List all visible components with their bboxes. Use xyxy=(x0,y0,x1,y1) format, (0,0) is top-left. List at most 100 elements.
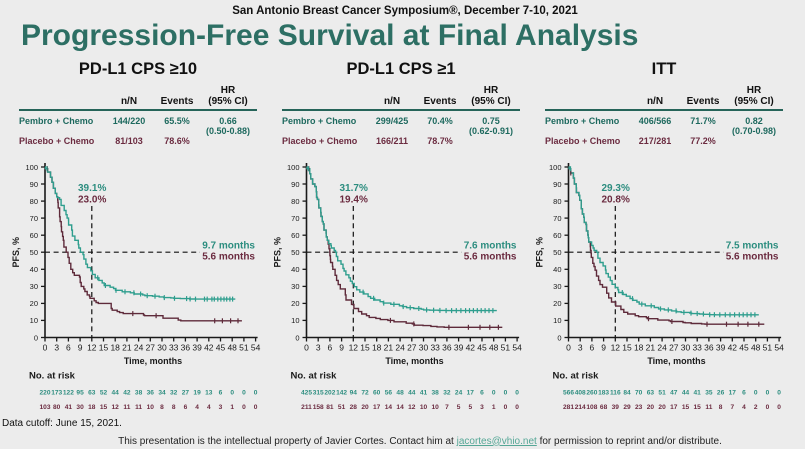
svg-text:116: 116 xyxy=(610,390,621,397)
svg-text:18: 18 xyxy=(634,343,644,353)
svg-text:0: 0 xyxy=(766,390,770,397)
svg-text:47: 47 xyxy=(670,390,678,397)
svg-text:60: 60 xyxy=(291,231,299,240)
svg-text:100: 100 xyxy=(549,163,562,172)
svg-text:0: 0 xyxy=(515,404,519,411)
svg-text:0: 0 xyxy=(492,390,496,397)
svg-text:39.1%: 39.1% xyxy=(78,183,106,194)
svg-text:70: 70 xyxy=(635,390,643,397)
svg-text:8: 8 xyxy=(172,404,176,411)
svg-text:13: 13 xyxy=(205,390,213,397)
svg-text:44: 44 xyxy=(112,390,120,397)
svg-text:17: 17 xyxy=(373,404,381,411)
svg-text:4: 4 xyxy=(207,404,211,411)
svg-text:28: 28 xyxy=(350,404,358,411)
svg-text:3: 3 xyxy=(316,343,321,353)
svg-text:70: 70 xyxy=(291,214,299,223)
svg-text:41: 41 xyxy=(694,390,702,397)
svg-text:211: 211 xyxy=(301,404,312,411)
svg-text:0: 0 xyxy=(566,343,571,353)
svg-text:42: 42 xyxy=(204,343,214,353)
svg-text:3: 3 xyxy=(54,343,59,353)
svg-text:2: 2 xyxy=(754,404,758,411)
svg-text:60: 60 xyxy=(373,390,381,397)
svg-text:0: 0 xyxy=(754,390,758,397)
svg-text:10: 10 xyxy=(147,404,155,411)
svg-text:39: 39 xyxy=(716,343,726,353)
svg-text:122: 122 xyxy=(63,390,74,397)
svg-text:30: 30 xyxy=(419,343,429,353)
svg-text:51: 51 xyxy=(763,343,773,353)
svg-text:39: 39 xyxy=(454,343,464,353)
svg-text:8: 8 xyxy=(719,404,723,411)
svg-text:27: 27 xyxy=(669,343,679,353)
svg-text:PFS, %: PFS, % xyxy=(535,237,545,268)
svg-text:33: 33 xyxy=(430,343,440,353)
svg-text:20: 20 xyxy=(647,404,655,411)
svg-text:6: 6 xyxy=(184,404,188,411)
svg-text:30: 30 xyxy=(553,282,561,291)
svg-text:51: 51 xyxy=(338,404,346,411)
svg-text:Time, months: Time, months xyxy=(124,356,182,366)
svg-text:12: 12 xyxy=(408,404,416,411)
svg-text:18: 18 xyxy=(88,404,96,411)
svg-text:95: 95 xyxy=(76,390,84,397)
svg-text:18: 18 xyxy=(372,343,382,353)
svg-text:20: 20 xyxy=(291,299,299,308)
svg-text:5.6 months: 5.6 months xyxy=(726,252,779,263)
svg-text:42: 42 xyxy=(123,390,131,397)
svg-text:Time, months: Time, months xyxy=(647,356,705,366)
svg-text:36: 36 xyxy=(181,343,191,353)
svg-text:39: 39 xyxy=(612,404,620,411)
svg-text:84: 84 xyxy=(623,390,631,397)
svg-text:100: 100 xyxy=(25,163,38,172)
svg-text:42: 42 xyxy=(466,343,476,353)
svg-text:15: 15 xyxy=(100,404,108,411)
svg-text:21: 21 xyxy=(122,343,132,353)
svg-text:21: 21 xyxy=(384,343,394,353)
svg-text:24: 24 xyxy=(455,390,463,397)
svg-text:24: 24 xyxy=(657,343,667,353)
svg-text:90: 90 xyxy=(291,180,299,189)
svg-text:44: 44 xyxy=(682,390,690,397)
svg-text:5.6 months: 5.6 months xyxy=(202,252,255,263)
svg-text:45: 45 xyxy=(477,343,487,353)
svg-text:15: 15 xyxy=(682,404,690,411)
svg-text:12: 12 xyxy=(349,343,359,353)
svg-text:4: 4 xyxy=(742,404,746,411)
svg-text:90: 90 xyxy=(30,180,38,189)
svg-text:8: 8 xyxy=(160,404,164,411)
svg-text:72: 72 xyxy=(361,390,369,397)
svg-text:38: 38 xyxy=(135,390,143,397)
svg-text:7: 7 xyxy=(445,404,449,411)
svg-text:80: 80 xyxy=(30,197,38,206)
svg-text:81: 81 xyxy=(326,404,334,411)
svg-text:10: 10 xyxy=(30,316,38,325)
svg-text:15: 15 xyxy=(622,343,632,353)
svg-text:17: 17 xyxy=(670,404,678,411)
svg-text:20: 20 xyxy=(553,299,561,308)
svg-text:158: 158 xyxy=(313,404,324,411)
svg-text:9: 9 xyxy=(339,343,344,353)
svg-text:52: 52 xyxy=(100,390,108,397)
svg-text:41: 41 xyxy=(420,390,428,397)
svg-text:4: 4 xyxy=(195,404,199,411)
svg-text:103: 103 xyxy=(39,404,50,411)
svg-text:No. at risk: No. at risk xyxy=(553,371,600,382)
svg-text:51: 51 xyxy=(658,390,666,397)
svg-text:34: 34 xyxy=(158,390,166,397)
svg-text:9: 9 xyxy=(601,343,606,353)
svg-text:36: 36 xyxy=(442,343,452,353)
svg-text:6: 6 xyxy=(480,390,484,397)
svg-text:48: 48 xyxy=(751,343,761,353)
svg-text:41: 41 xyxy=(65,404,73,411)
svg-text:15: 15 xyxy=(694,404,702,411)
svg-text:108: 108 xyxy=(586,404,597,411)
svg-text:173: 173 xyxy=(51,390,62,397)
svg-text:142: 142 xyxy=(336,390,347,397)
svg-text:50: 50 xyxy=(553,248,561,257)
svg-text:90: 90 xyxy=(553,180,561,189)
svg-text:0: 0 xyxy=(504,390,508,397)
svg-text:5: 5 xyxy=(468,404,472,411)
svg-text:0: 0 xyxy=(295,333,299,342)
